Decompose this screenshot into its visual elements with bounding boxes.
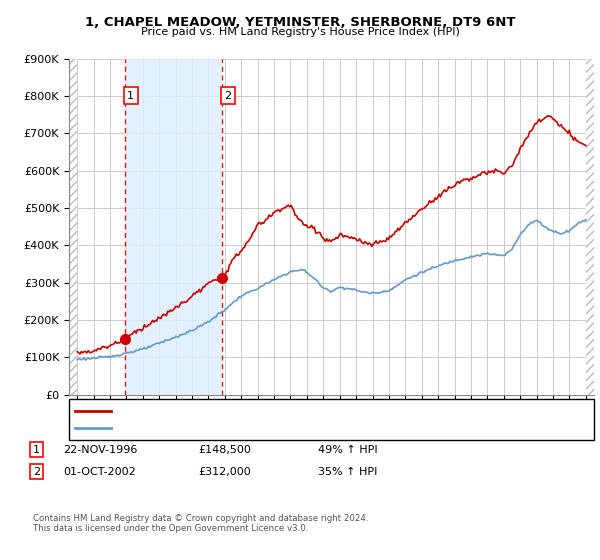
- Bar: [586, 59, 594, 395]
- Text: 1: 1: [127, 91, 134, 101]
- Text: Price paid vs. HM Land Registry's House Price Index (HPI): Price paid vs. HM Land Registry's House …: [140, 27, 460, 37]
- Text: Contains HM Land Registry data © Crown copyright and database right 2024.
This d: Contains HM Land Registry data © Crown c…: [33, 514, 368, 534]
- Text: 35% ↑ HPI: 35% ↑ HPI: [318, 466, 377, 477]
- Text: HPI: Average price, detached house, Dorset: HPI: Average price, detached house, Dors…: [117, 424, 314, 433]
- Text: 2: 2: [224, 91, 232, 101]
- Text: 2: 2: [33, 466, 40, 477]
- Text: £312,000: £312,000: [198, 466, 251, 477]
- Text: 22-NOV-1996: 22-NOV-1996: [63, 445, 137, 455]
- Bar: [69, 59, 77, 395]
- Text: 1, CHAPEL MEADOW, YETMINSTER, SHERBORNE, DT9 6NT: 1, CHAPEL MEADOW, YETMINSTER, SHERBORNE,…: [85, 16, 515, 29]
- Text: 1: 1: [33, 445, 40, 455]
- Text: 49% ↑ HPI: 49% ↑ HPI: [318, 445, 377, 455]
- Text: 1, CHAPEL MEADOW, YETMINSTER, SHERBORNE, DT9 6NT (detached house): 1, CHAPEL MEADOW, YETMINSTER, SHERBORNE,…: [117, 406, 460, 415]
- Text: 01-OCT-2002: 01-OCT-2002: [63, 466, 136, 477]
- Bar: [125, 59, 222, 395]
- Text: £148,500: £148,500: [198, 445, 251, 455]
